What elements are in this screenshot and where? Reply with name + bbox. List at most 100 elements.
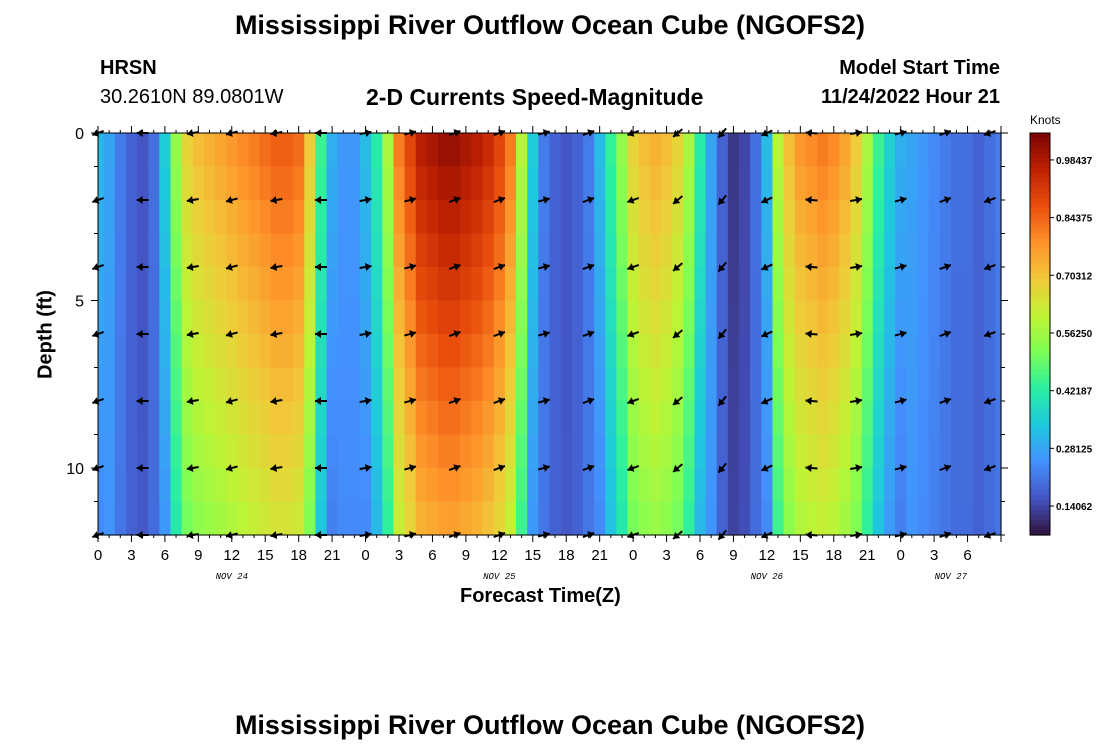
heatmap-cell — [426, 367, 439, 402]
heatmap-cell — [961, 468, 974, 503]
heatmap-cell — [382, 334, 395, 369]
heatmap-cell — [794, 334, 807, 369]
heatmap-cell — [616, 233, 629, 268]
current-arrow — [582, 196, 595, 204]
heatmap-cell — [259, 166, 272, 201]
colorbar-swatch — [1030, 509, 1050, 516]
heatmap-cell — [861, 434, 874, 469]
heatmap-cell — [571, 434, 584, 469]
heatmap-cell — [137, 367, 149, 402]
heatmap-cell — [337, 200, 350, 235]
heatmap-cell — [270, 501, 283, 536]
heatmap-cell — [638, 300, 651, 335]
heatmap-cell — [906, 468, 918, 503]
heatmap-cell — [137, 434, 149, 469]
heatmap-cell — [281, 401, 294, 436]
heatmap-cell — [181, 501, 194, 536]
heatmap-cell — [928, 401, 941, 436]
heatmap-cell — [839, 133, 852, 168]
current-arrow — [983, 464, 996, 472]
colorbar-swatch — [1030, 268, 1050, 275]
heatmap-cell — [460, 267, 473, 302]
heatmap-cell — [616, 401, 629, 436]
heatmap-cell — [281, 334, 294, 369]
colorbar-swatch — [1030, 514, 1050, 521]
heatmap-cell — [493, 300, 506, 335]
heatmap-cell — [226, 267, 238, 302]
current-arrow — [448, 196, 461, 204]
heatmap-cell — [315, 434, 328, 469]
heatmap-cell — [192, 401, 205, 436]
heatmap-cell — [794, 166, 807, 201]
heatmap-cell — [716, 468, 729, 503]
heatmap-cell — [549, 367, 562, 402]
heatmap-cell — [839, 166, 852, 201]
heatmap-cell — [348, 367, 361, 402]
heatmap-cell — [783, 367, 796, 402]
heatmap-cell — [906, 233, 918, 268]
heatmap-cell — [493, 367, 506, 402]
heatmap-cell — [939, 468, 952, 503]
x-tick-label: 18 — [290, 547, 307, 564]
heatmap-cell — [159, 401, 172, 436]
heatmap-cell — [560, 200, 573, 235]
heatmap-cell — [716, 367, 729, 402]
heatmap-cell — [170, 367, 183, 402]
heatmap-cell — [415, 334, 428, 369]
heatmap-cell — [103, 367, 116, 402]
current-arrow — [186, 196, 199, 204]
heatmap-cell — [348, 468, 361, 503]
heatmap-cell — [438, 133, 450, 168]
heatmap-cell — [850, 334, 863, 369]
heatmap-cell — [850, 200, 863, 235]
heatmap-cell — [739, 166, 751, 201]
model-start-value: 11/24/2022 Hour 21 — [820, 86, 1000, 108]
heatmap-cell — [382, 434, 395, 469]
heatmap-cell — [538, 367, 551, 402]
current-arrow — [537, 196, 550, 204]
colorbar-swatch — [1030, 444, 1050, 451]
colorbar-swatch — [1030, 334, 1050, 340]
current-arrow — [939, 464, 952, 472]
heatmap-cell — [861, 200, 874, 235]
heatmap-cell — [281, 501, 294, 536]
heatmap-cell — [226, 501, 238, 536]
heatmap-cell — [415, 200, 428, 235]
heatmap-cell — [560, 434, 573, 469]
heatmap-cell — [939, 334, 952, 369]
heatmap-cell — [883, 200, 896, 235]
heatmap-cell — [571, 166, 584, 201]
current-arrow — [270, 464, 283, 472]
heatmap-cell — [293, 200, 305, 235]
heatmap-cell — [861, 401, 874, 436]
current-arrow — [404, 464, 417, 472]
heatmap-cell — [337, 468, 350, 503]
heatmap-cell — [694, 233, 707, 268]
heatmap-cell — [181, 401, 194, 436]
heatmap-cell — [984, 468, 997, 503]
heatmap-cell — [103, 434, 116, 469]
colorbar-swatch — [1030, 153, 1050, 159]
heatmap-cell — [672, 434, 684, 469]
heatmap-cell — [415, 267, 428, 302]
heatmap-cell — [783, 267, 796, 302]
heatmap-cell — [939, 166, 952, 201]
heatmap-cell — [917, 468, 930, 503]
heatmap-cell — [582, 166, 595, 201]
heatmap-cell — [716, 334, 729, 369]
current-arrow — [537, 464, 550, 472]
heatmap-cell — [961, 166, 974, 201]
heatmap-cell — [404, 367, 417, 402]
heatmap-cell — [471, 367, 484, 402]
heatmap-cell — [571, 401, 584, 436]
heatmap-cell — [337, 434, 350, 469]
heatmap-cell — [705, 200, 718, 235]
heatmap-cell — [348, 200, 361, 235]
heatmap-cell — [761, 401, 774, 436]
heatmap-cell — [404, 501, 417, 536]
heatmap-cell — [895, 133, 907, 168]
colorbar-swatch — [1030, 148, 1050, 154]
current-arrow — [939, 397, 952, 405]
heatmap-cell — [594, 200, 606, 235]
heatmap-cell — [125, 468, 138, 503]
